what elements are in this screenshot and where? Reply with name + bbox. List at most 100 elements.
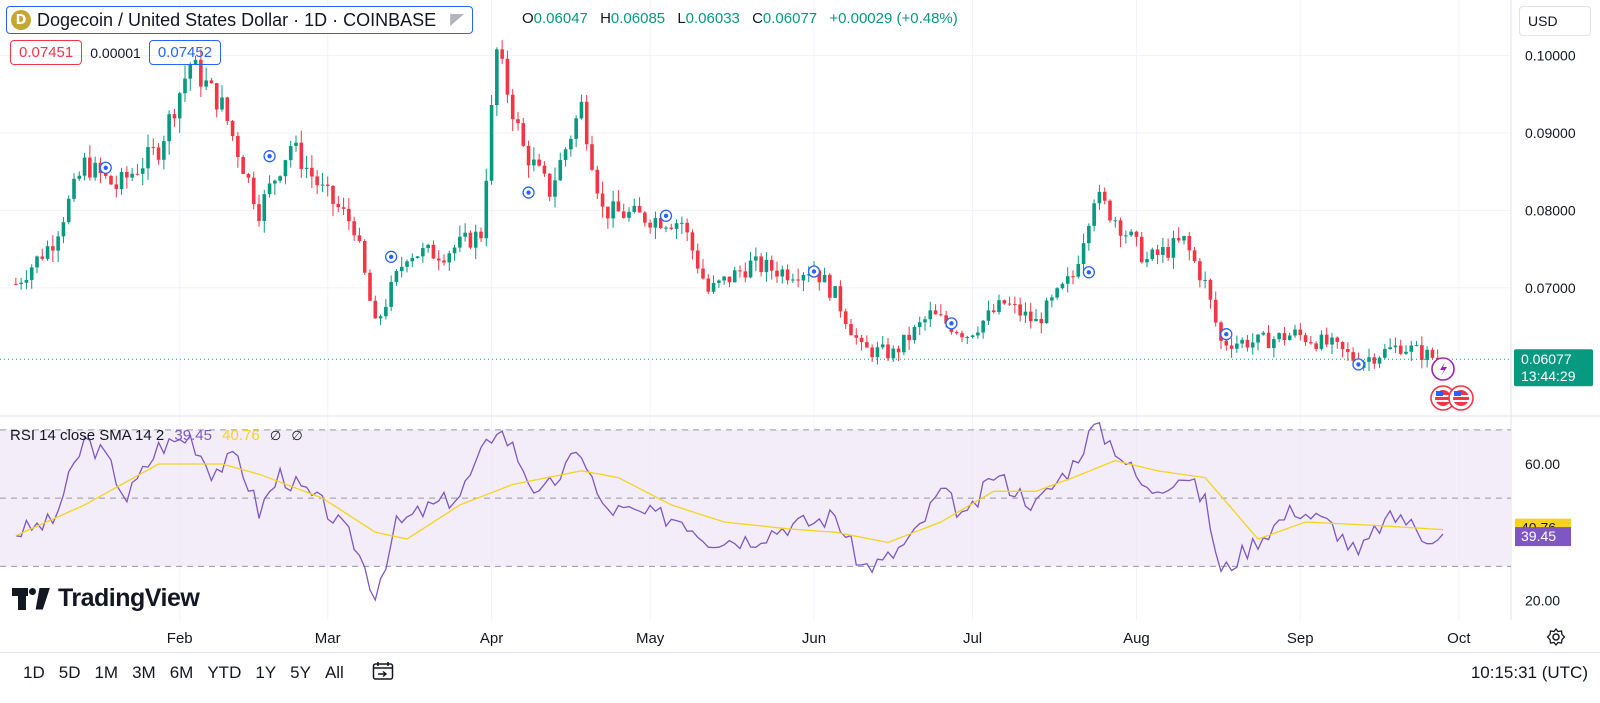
candle-body xyxy=(1409,345,1414,352)
candle-body xyxy=(1161,247,1165,255)
candle-body xyxy=(510,94,515,120)
candle-body xyxy=(944,315,948,324)
candle-body xyxy=(1023,311,1028,316)
candle-body xyxy=(658,218,663,229)
tradingview-mark-icon xyxy=(12,587,50,610)
currency-select[interactable]: USD xyxy=(1519,6,1591,36)
candle-body xyxy=(621,211,626,218)
candle-body xyxy=(1113,220,1118,222)
candle-body xyxy=(1166,247,1170,258)
candle-body xyxy=(754,256,758,261)
candle-body xyxy=(722,276,726,281)
candle-body xyxy=(325,184,330,186)
candle-body xyxy=(1245,339,1250,348)
candle-body xyxy=(310,167,314,177)
open-value: 0.06047 xyxy=(533,10,588,27)
range-1y-button[interactable]: 1Y xyxy=(255,663,277,682)
candle-body xyxy=(167,114,171,142)
candle-body xyxy=(431,244,436,259)
candle-body xyxy=(590,144,594,170)
tradingview-logo[interactable]: TradingView xyxy=(12,584,200,613)
gear-icon[interactable] xyxy=(1546,627,1566,647)
candle-body xyxy=(1155,249,1160,255)
range-all-button[interactable]: All xyxy=(324,663,344,682)
candle-body xyxy=(103,173,108,176)
bid-ask-panel: 0.07451 0.00001 0.07452 xyxy=(10,40,222,65)
candle-body xyxy=(822,274,827,283)
candle-body xyxy=(717,280,721,283)
svg-text:39.45: 39.45 xyxy=(1521,528,1556,544)
symbol-title-box[interactable]: D Dogecoin / United States Dollar · 1D ·… xyxy=(6,6,474,34)
candle-body xyxy=(1309,342,1313,344)
candle-body xyxy=(1414,345,1419,347)
candle-body xyxy=(66,198,71,223)
sell-button[interactable]: 0.07451 xyxy=(10,40,83,65)
high-value: 0.06085 xyxy=(610,10,666,27)
range-3m-button[interactable]: 3M xyxy=(132,663,156,682)
flag-icon[interactable] xyxy=(450,14,465,26)
candle-body xyxy=(1055,288,1059,298)
candle-body xyxy=(1377,357,1382,364)
candle-body xyxy=(1425,349,1429,360)
range-6m-button[interactable]: 6M xyxy=(169,663,194,682)
candle-body xyxy=(796,279,800,281)
range-1d-button[interactable]: 1D xyxy=(23,663,45,682)
price-axis-label: 0.08000 xyxy=(1525,202,1576,218)
candle-body xyxy=(1235,343,1239,349)
candle-body xyxy=(785,269,790,281)
dogecoin-logo-icon: D xyxy=(11,10,31,30)
range-5d-button[interactable]: 5D xyxy=(58,663,81,682)
candle-body xyxy=(532,159,536,166)
time-axis-label: Jun xyxy=(802,630,826,647)
change-value: +0.00029 (+0.48%) xyxy=(829,10,958,27)
price-axis-label: 0.07000 xyxy=(1525,280,1576,296)
candle-body xyxy=(970,335,975,337)
candle-body xyxy=(1013,303,1017,305)
candle-body xyxy=(569,138,573,150)
candle-body xyxy=(769,259,774,271)
candle-body xyxy=(1430,349,1435,358)
candle-body xyxy=(902,334,906,353)
rsi-label: RSI 14 close SMA 14 2 xyxy=(10,427,165,444)
range-ytd-button[interactable]: YTD xyxy=(207,663,242,682)
rsi-extra-1: ∅ xyxy=(269,429,282,444)
candle-body xyxy=(1129,231,1133,236)
symbol-title: Dogecoin / United States Dollar · 1D · C… xyxy=(37,9,437,30)
candle-body xyxy=(1076,263,1081,277)
candle-body xyxy=(399,266,404,272)
buy-button[interactable]: 0.07452 xyxy=(148,40,222,65)
candle-body xyxy=(172,114,177,119)
candle-body xyxy=(706,278,711,292)
utc-clock[interactable]: 10:15:31 (UTC) xyxy=(1470,663,1588,682)
candle-body xyxy=(177,93,182,119)
candle-body xyxy=(791,279,795,281)
candle-body xyxy=(1097,191,1102,204)
candle-body xyxy=(1277,333,1281,340)
candle-body xyxy=(1044,300,1049,324)
candle-body xyxy=(870,347,874,358)
time-axis-label: May xyxy=(636,630,665,647)
candle-body xyxy=(368,272,372,301)
open-label: O xyxy=(522,10,534,27)
candle-body xyxy=(246,174,251,178)
range-1m-button[interactable]: 1M xyxy=(94,663,119,682)
candle-body xyxy=(1393,345,1398,348)
range-5y-button[interactable]: 5Y xyxy=(290,663,311,682)
candle-body xyxy=(981,320,985,333)
candle-body xyxy=(209,80,214,84)
candle-body xyxy=(843,311,848,325)
candle-body xyxy=(680,222,684,224)
candle-body xyxy=(484,180,489,239)
candle-body xyxy=(1124,235,1128,237)
candle-body xyxy=(294,142,298,147)
candle-body xyxy=(743,271,748,278)
candle-body xyxy=(1203,279,1207,281)
candle-body xyxy=(320,184,325,186)
low-label: L xyxy=(677,10,686,27)
candle-body xyxy=(204,80,208,87)
candle-body xyxy=(606,206,610,219)
candle-body xyxy=(1330,337,1334,345)
calendar-goto-icon[interactable] xyxy=(372,661,394,681)
